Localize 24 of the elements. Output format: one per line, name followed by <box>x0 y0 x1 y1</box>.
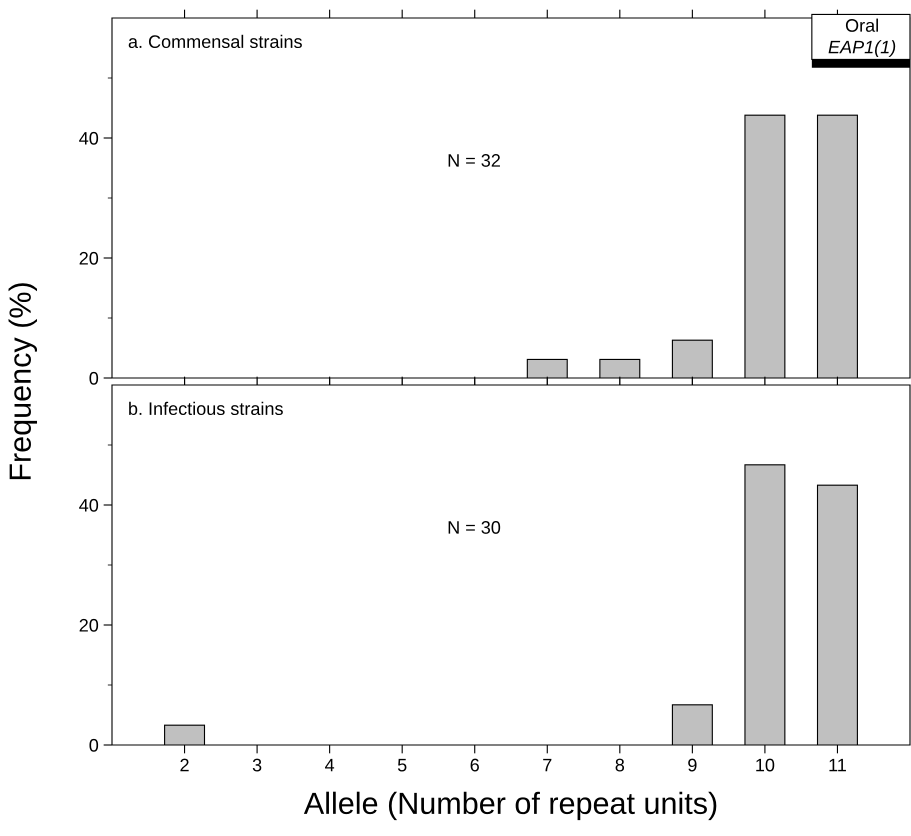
y-tick-label: 0 <box>89 738 98 752</box>
x-tick-label: 4 <box>325 758 334 772</box>
x-tick-label: 5 <box>398 758 406 772</box>
y-tick-label: 20 <box>80 618 98 632</box>
annotation: EAP1(1) <box>828 40 896 58</box>
annotation: N = 30 <box>448 521 500 534</box>
annotation: N = 32 <box>448 154 500 167</box>
x-axis-title: Allele (Number of repeat units) <box>304 792 716 820</box>
y-tick-label: 40 <box>79 498 98 512</box>
x-tick-label: 6 <box>470 758 479 772</box>
annotation: Oral <box>846 18 878 32</box>
x-tick-label: 3 <box>252 758 262 772</box>
x-tick-label: 7 <box>543 758 552 772</box>
x-tick-label: 10 <box>756 758 774 772</box>
y-tick-label: 0 <box>89 372 98 385</box>
x-tick-label: 8 <box>616 758 624 772</box>
x-tick-label: 11 <box>829 758 846 772</box>
y-axis-title: Frequency (%) <box>8 283 38 480</box>
y-tick-label: 40 <box>79 132 98 145</box>
x-tick-label: 2 <box>180 758 189 772</box>
annotation: b. Infectious strains <box>129 402 283 416</box>
x-tick-label: 9 <box>688 758 697 772</box>
annotation: a. Commensal strains <box>128 34 302 48</box>
y-tick-label: 20 <box>80 252 98 265</box>
